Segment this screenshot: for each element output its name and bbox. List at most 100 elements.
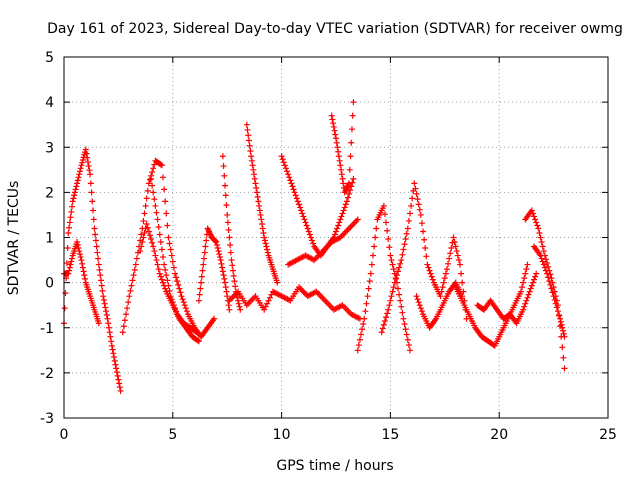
data-point (328, 112, 335, 119)
data-point (105, 324, 112, 331)
data-point (155, 223, 162, 230)
data-point (546, 278, 553, 285)
data-point (203, 237, 210, 244)
data-point (163, 210, 170, 217)
data-point (333, 139, 340, 146)
data-point (68, 255, 75, 262)
data-point (552, 300, 559, 307)
data-point (108, 342, 115, 349)
data-point (87, 171, 94, 178)
data-point (243, 121, 250, 128)
data-point (264, 249, 271, 256)
data-point (423, 253, 430, 260)
data-point (547, 281, 554, 288)
data-point (62, 290, 69, 297)
data-point (356, 336, 363, 343)
data-point (372, 234, 379, 241)
data-point (220, 272, 227, 279)
y-axis-label: SDTVAR / TECUs (6, 181, 22, 296)
data-point (532, 216, 539, 223)
data-point (368, 261, 375, 268)
data-point (164, 277, 171, 284)
data-point (354, 347, 361, 354)
data-point (150, 165, 157, 172)
data-point (77, 254, 84, 261)
data-point (157, 273, 164, 280)
data-point (537, 252, 544, 259)
data-point (333, 228, 339, 235)
data-point (171, 270, 178, 277)
data-point (279, 156, 286, 163)
data-point (226, 234, 233, 241)
data-point (138, 243, 145, 250)
data-point (158, 162, 165, 169)
data-point (385, 306, 392, 313)
data-point (107, 333, 114, 340)
data-point (304, 225, 311, 232)
data-point (522, 270, 529, 277)
data-point (83, 150, 90, 157)
data-point (88, 189, 95, 196)
data-point (427, 270, 434, 277)
data-point (361, 315, 368, 322)
data-point (177, 289, 184, 296)
data-point (330, 120, 337, 127)
data-point (259, 225, 266, 232)
data-point (142, 202, 149, 209)
data-point (417, 305, 424, 312)
data-point (236, 303, 243, 310)
data-point (232, 283, 239, 290)
data-point (222, 192, 229, 199)
data-point (95, 320, 102, 327)
data-point (108, 338, 115, 345)
data-point (182, 305, 189, 312)
data-point (400, 315, 407, 322)
data-point (390, 266, 397, 273)
data-point (111, 354, 118, 361)
data-point (256, 202, 263, 209)
data-point (198, 273, 205, 280)
y-tick-label: 3 (45, 140, 54, 156)
data-point (245, 132, 252, 139)
data-point (294, 198, 301, 205)
x-tick-label: 5 (168, 427, 177, 443)
data-point (144, 187, 151, 194)
data-point (384, 310, 391, 317)
data-point (298, 207, 305, 214)
data-point (160, 254, 167, 261)
data-point (175, 281, 182, 288)
data-point (254, 193, 261, 200)
data-point (455, 257, 462, 264)
data-point (138, 231, 145, 238)
data-point (261, 306, 268, 313)
data-point (344, 194, 351, 201)
data-point (547, 271, 554, 278)
data-point (193, 329, 200, 336)
data-point (71, 192, 78, 199)
data-point (389, 288, 396, 295)
data-point (144, 224, 151, 231)
data-point (544, 260, 551, 267)
data-point (105, 320, 112, 327)
data-point (388, 257, 395, 264)
data-point (160, 174, 167, 181)
data-point (386, 302, 393, 309)
data-point (79, 159, 86, 166)
data-point (235, 297, 242, 304)
data-point (359, 326, 366, 333)
data-point (84, 158, 91, 165)
data-point (166, 240, 173, 247)
data-point (261, 237, 268, 244)
data-point (227, 249, 234, 256)
data-point (416, 206, 423, 213)
data-point (116, 384, 123, 391)
data-point (104, 315, 111, 322)
data-point (179, 296, 186, 303)
data-point (202, 243, 209, 250)
data-point (519, 284, 526, 291)
data-point (248, 157, 255, 164)
data-point (418, 308, 425, 315)
data-point (79, 260, 86, 267)
data-point (63, 260, 70, 267)
data-point (416, 302, 423, 309)
